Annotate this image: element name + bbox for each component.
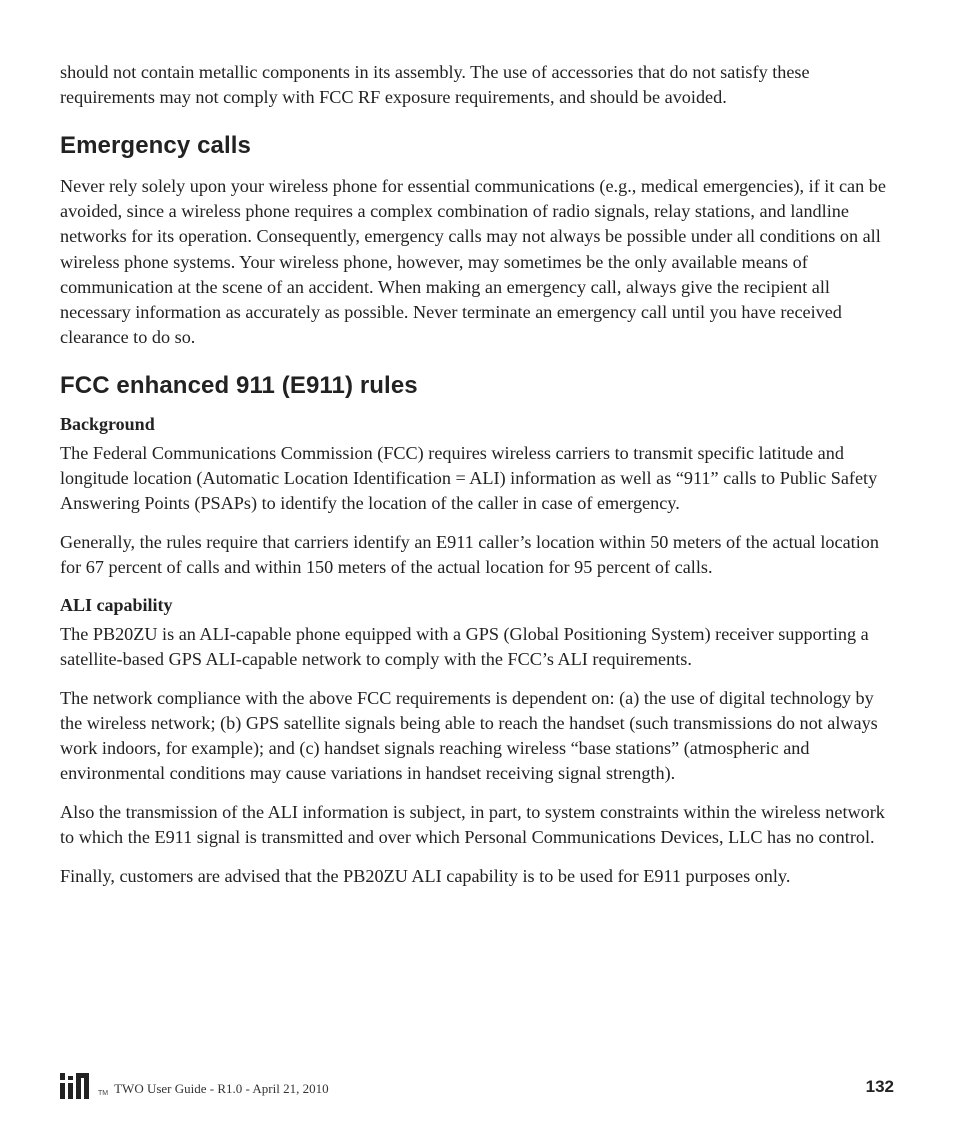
footer-text: TWO User Guide - R1.0 - April 21, 2010 xyxy=(114,1081,328,1097)
ali-p2: The network compliance with the above FC… xyxy=(60,686,894,786)
heading-fcc-e911: FCC enhanced 911 (E911) rules xyxy=(60,372,894,400)
heading-emergency-calls: Emergency calls xyxy=(60,132,894,160)
document-page: should not contain metallic components i… xyxy=(0,0,954,1145)
page-footer: TM TWO User Guide - R1.0 - April 21, 201… xyxy=(60,1073,894,1099)
ali-p4: Finally, customers are advised that the … xyxy=(60,864,894,889)
emergency-paragraph: Never rely solely upon your wireless pho… xyxy=(60,174,894,350)
ali-p1: The PB20ZU is an ALI-capable phone equip… xyxy=(60,622,894,672)
trademark-label: TM xyxy=(98,1090,108,1097)
ali-p3: Also the transmission of the ALI informa… xyxy=(60,800,894,850)
kin-logo-icon xyxy=(60,1073,94,1099)
footer-left: TM TWO User Guide - R1.0 - April 21, 201… xyxy=(60,1073,329,1099)
background-p2: Generally, the rules require that carrie… xyxy=(60,530,894,580)
page-number: 132 xyxy=(866,1077,894,1097)
intro-paragraph: should not contain metallic components i… xyxy=(60,60,894,110)
background-p1: The Federal Communications Commission (F… xyxy=(60,441,894,516)
subhead-ali-capability: ALI capability xyxy=(60,595,894,616)
subhead-background: Background xyxy=(60,414,894,435)
